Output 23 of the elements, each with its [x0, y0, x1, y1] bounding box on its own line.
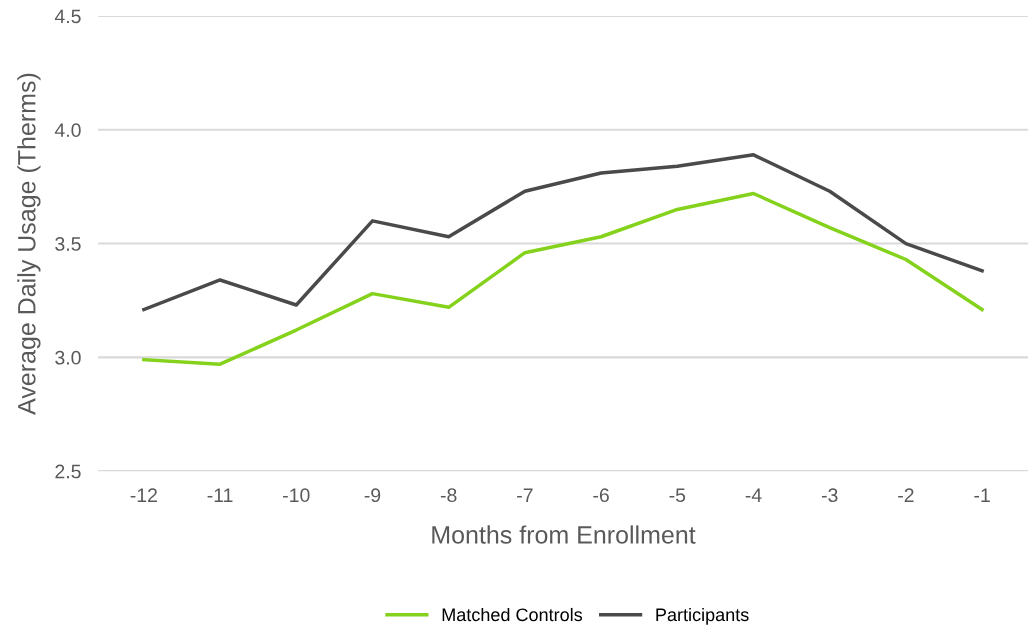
line-series: [142, 153, 984, 312]
x-tick-label: -10: [283, 488, 310, 503]
y-tick-label: 4.5: [54, 9, 81, 24]
x-tick-label: -4: [745, 488, 762, 502]
x-tick-label: -11: [207, 488, 233, 502]
x-tick-label: -12: [130, 488, 157, 502]
x-tick-label: -9: [364, 488, 381, 503]
x-tick-label: -1: [974, 488, 990, 502]
line-series: [142, 191, 984, 366]
x-tick-label: -6: [593, 488, 609, 503]
x-tick-label: -7: [517, 488, 533, 502]
y-axis-title: Average Daily Usage (Therms): [17, 73, 41, 415]
x-tick-label: -2: [898, 488, 914, 502]
y-tick-label: 4.0: [54, 123, 81, 138]
x-tick-label: -5: [669, 488, 686, 503]
x-tick-label: -3: [821, 488, 838, 503]
x-tick-label: -8: [440, 488, 457, 503]
y-tick-label: 3.0: [55, 350, 81, 365]
legend-label: Matched Controls: [442, 607, 583, 622]
legend-label: Participants: [656, 607, 749, 625]
y-tick-label: 3.5: [55, 237, 81, 251]
y-tick-label: 2.5: [55, 464, 81, 479]
x-axis-title: Months from Enrollment: [432, 525, 696, 544]
